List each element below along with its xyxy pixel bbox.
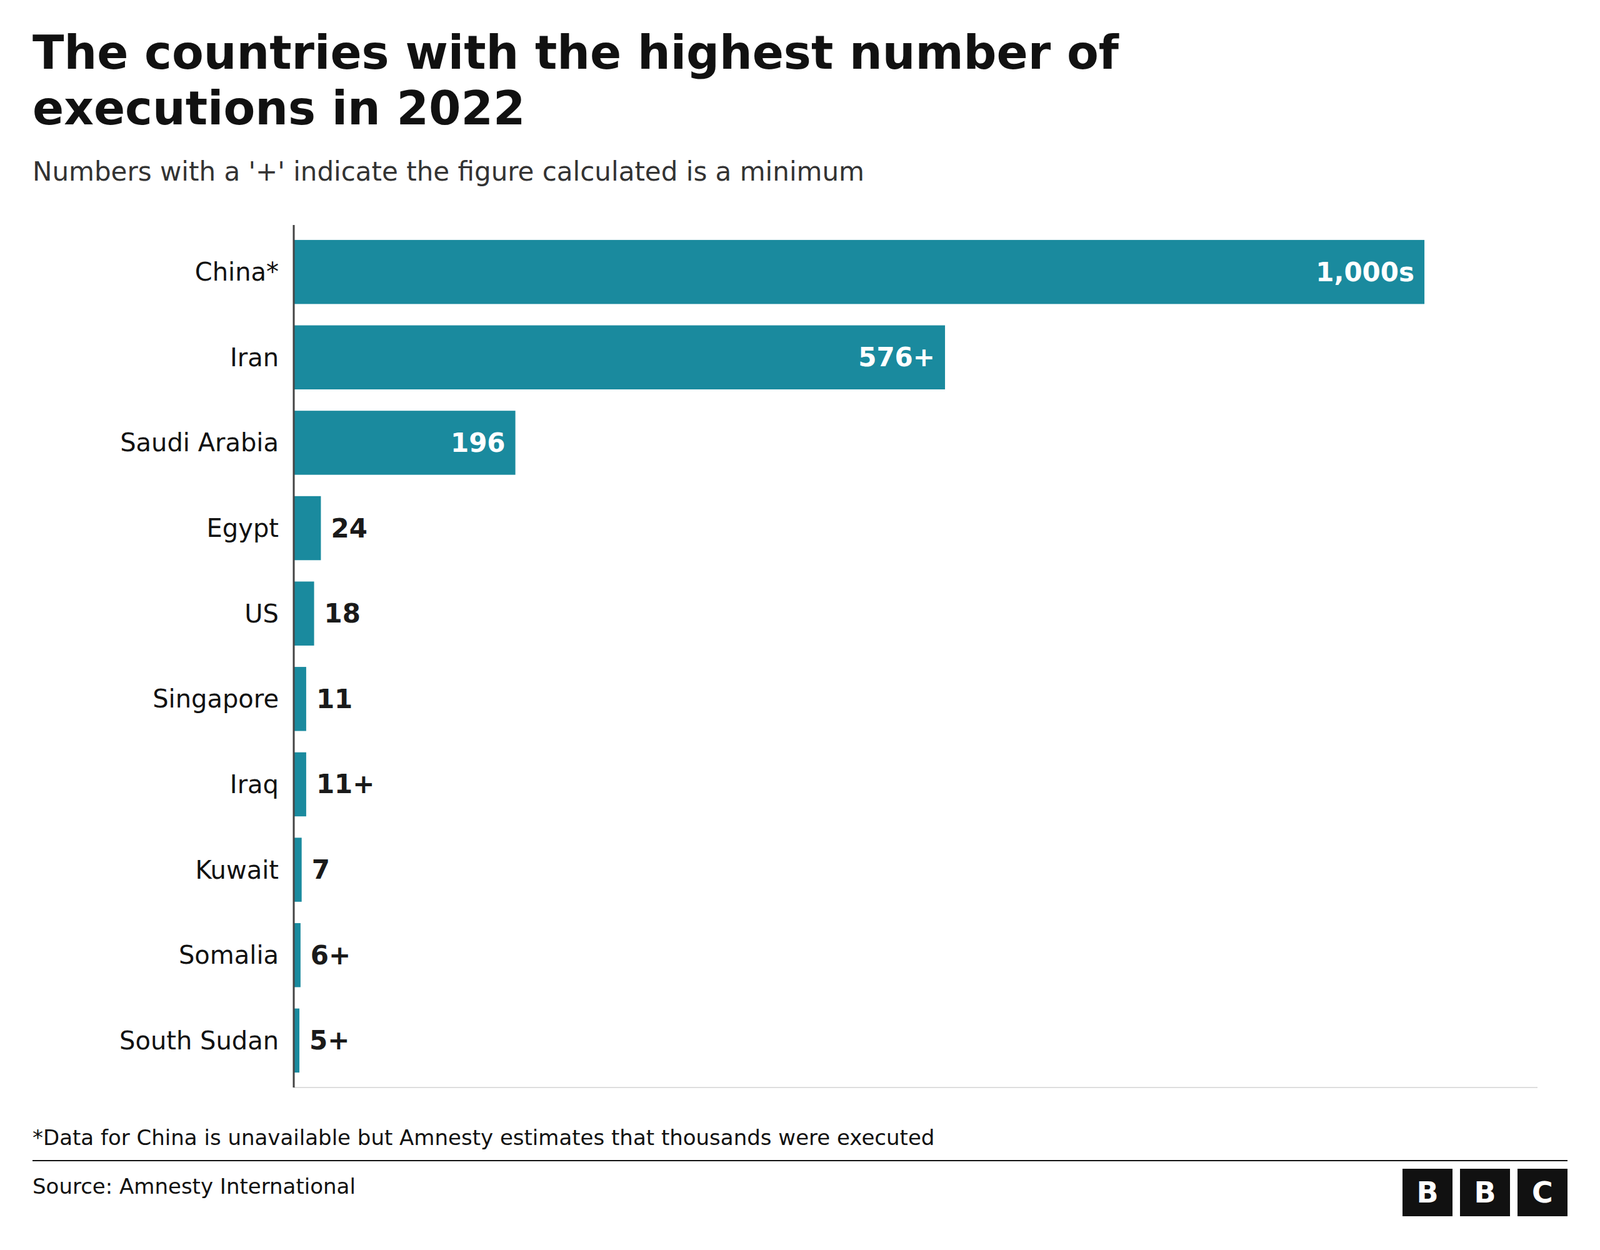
data-label: 18 [324, 598, 361, 629]
logo-letter: C [1517, 1168, 1568, 1217]
title: The countries with the highest number of… [32, 25, 1283, 137]
y-tick-label: Iraq [230, 770, 279, 799]
y-tick-label: China* [195, 257, 279, 287]
source-rule [32, 1160, 1568, 1162]
data-labels: 1,000s 576+ 196 24 18 11 11+ 7 6+ 5+ [309, 256, 1415, 1057]
bar [293, 666, 307, 731]
bar [293, 240, 1425, 304]
chart: 1,000s 576+ 196 24 18 11 11+ 7 6+ 5+ China* Iran Sau… [0, 0, 1600, 1250]
y-tick-label: Saudi Arabia [120, 428, 279, 457]
data-label: 7 [311, 854, 330, 885]
bar [293, 837, 302, 902]
y-tick-label: Iran [230, 343, 279, 372]
bars [293, 240, 1425, 1073]
bar [293, 325, 945, 390]
y-tick-label: Somalia [178, 940, 279, 970]
data-label: 196 [450, 427, 506, 459]
logo-letter: B [1402, 1168, 1453, 1217]
data-label: 11+ [316, 768, 375, 800]
data-label: 1,000s [1315, 256, 1415, 288]
data-label: 24 [330, 513, 367, 544]
y-tick-label: Egypt [206, 513, 279, 543]
data-label: 6+ [310, 940, 351, 971]
bar [293, 496, 321, 560]
y-axis-line [293, 225, 295, 1088]
y-tick-label: South Sudan [119, 1026, 279, 1055]
logo: BBC [1402, 1168, 1568, 1217]
y-tick-label: US [244, 599, 279, 629]
subtitle: Numbers with a '+' indicate the figure c… [32, 156, 865, 187]
logo-letter: B [1460, 1168, 1510, 1217]
bar [293, 581, 315, 645]
y-tick-labels: China* Iran Saudi Arabia Egypt US Singapore Ir… [119, 257, 279, 1055]
bar [293, 410, 516, 475]
bar [293, 923, 301, 987]
y-tick-label: Singapore [152, 684, 279, 714]
data-label: 5+ [309, 1025, 350, 1056]
source: Source: Amnesty International [32, 1173, 356, 1199]
data-label: 11 [316, 683, 353, 715]
data-label: 576+ [858, 341, 935, 373]
bar [293, 752, 307, 817]
footnote: *Data for China is unavailable but Amnes… [32, 1125, 935, 1150]
y-tick-label: Kuwait [195, 855, 279, 885]
x-axis-line [293, 1086, 1538, 1089]
